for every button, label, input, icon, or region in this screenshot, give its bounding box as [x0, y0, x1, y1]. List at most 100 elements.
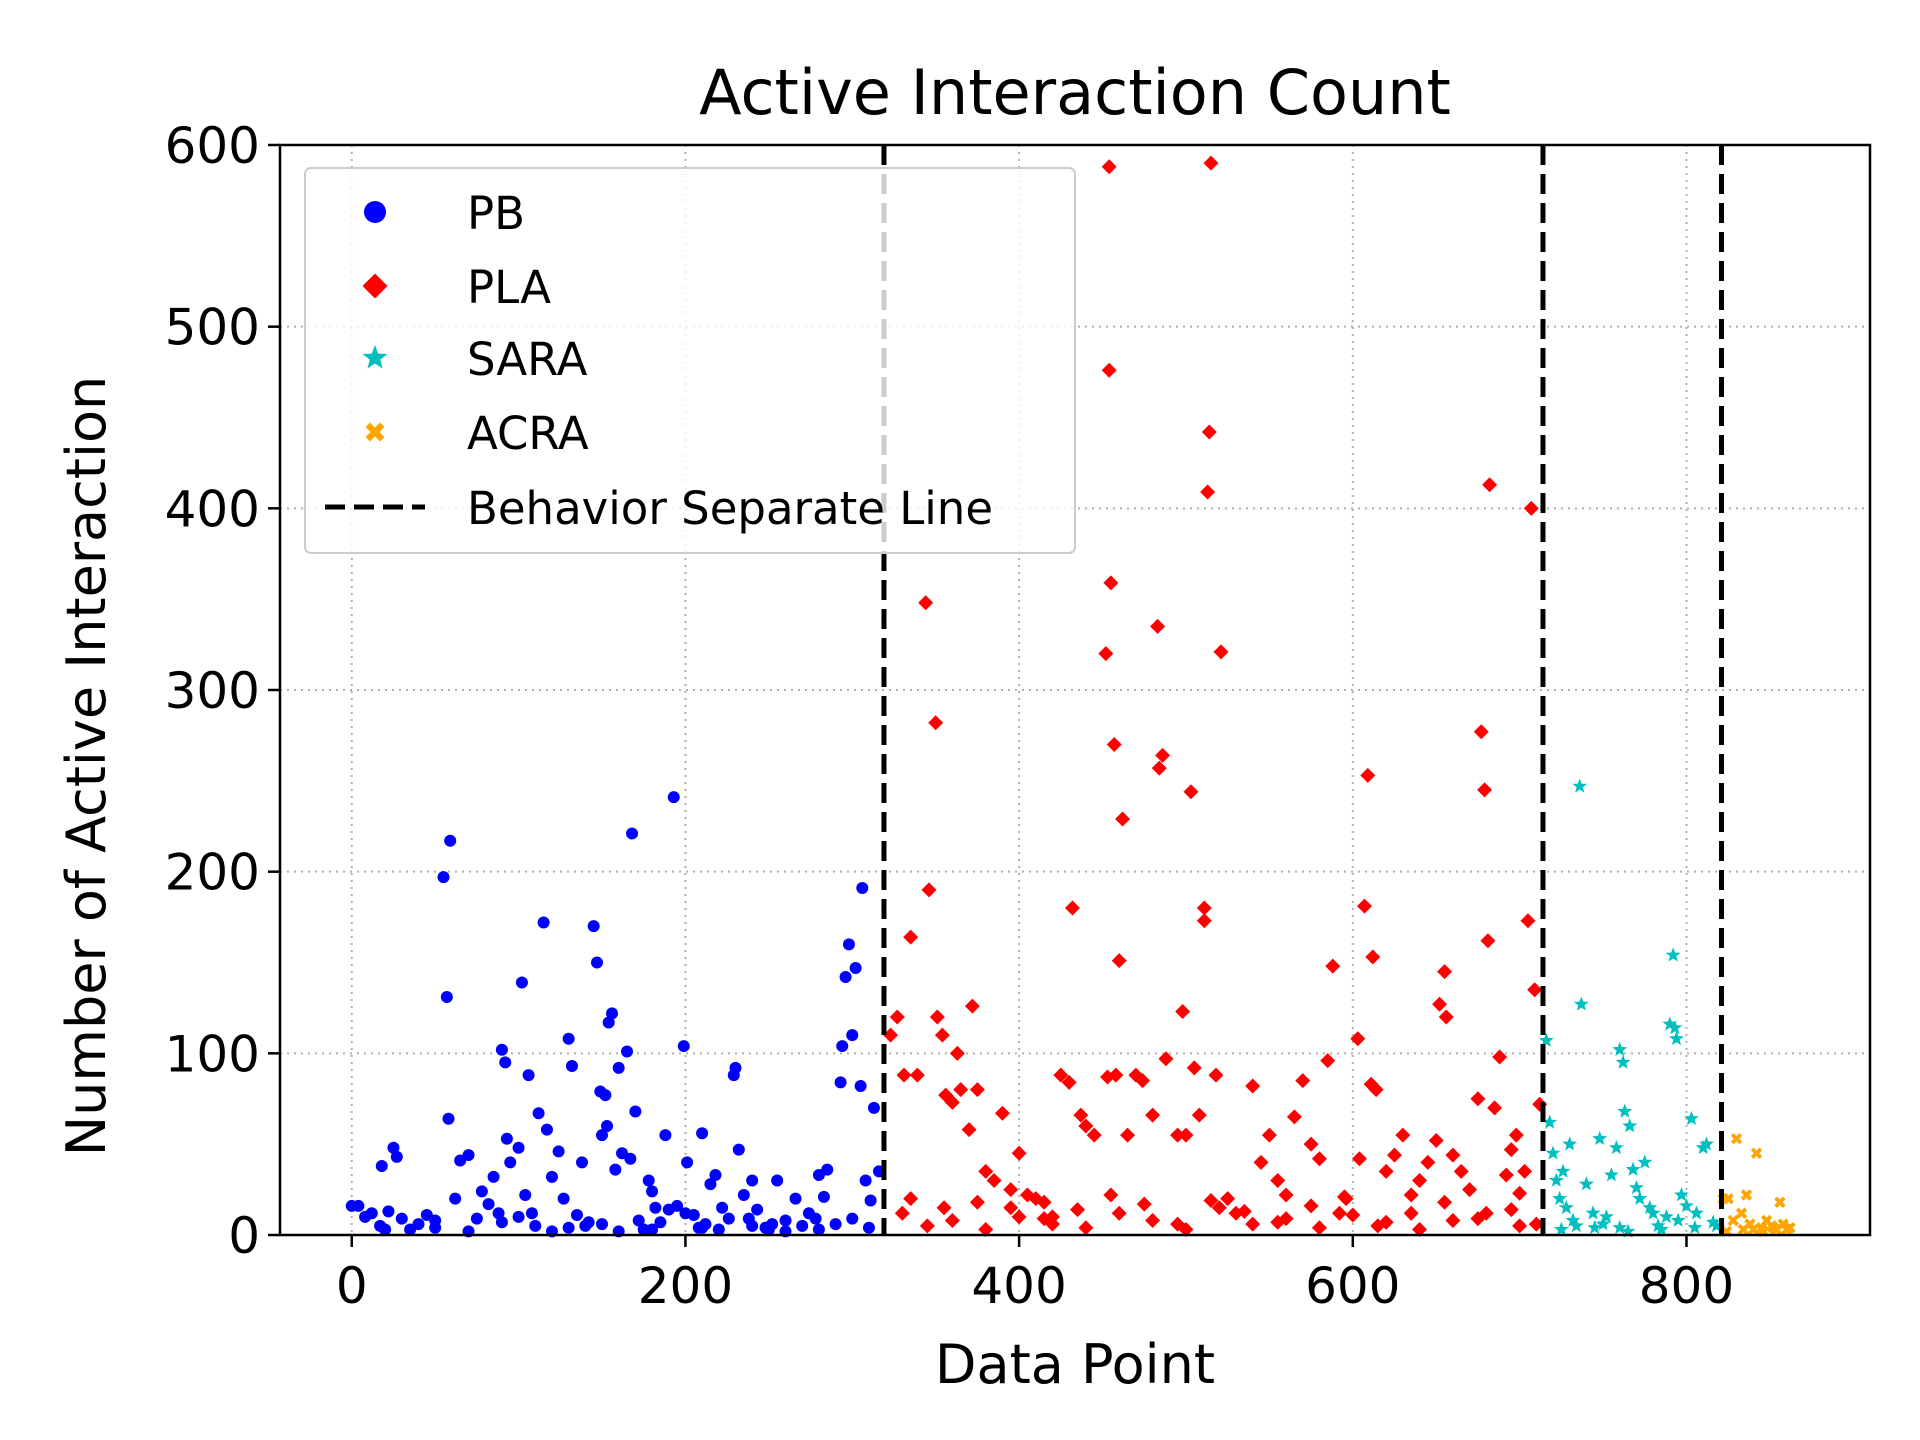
point-pb — [590, 956, 603, 969]
point-sara — [1599, 1209, 1614, 1224]
point-pla — [1203, 1192, 1219, 1208]
point-pb — [519, 1189, 532, 1202]
point-pb — [732, 1143, 745, 1156]
point-pla — [1428, 1133, 1444, 1149]
point-pla — [1201, 424, 1217, 440]
point-pla — [1325, 958, 1341, 974]
point-pla — [1191, 1107, 1207, 1123]
point-sara — [1558, 1200, 1574, 1215]
point-pb — [817, 1190, 830, 1203]
point-sara — [1687, 1219, 1703, 1234]
point-pla — [1487, 1100, 1503, 1116]
point-pla — [1351, 1151, 1367, 1167]
point-pb — [609, 1163, 622, 1176]
point-pla — [1086, 1127, 1102, 1143]
point-sara — [1625, 1161, 1641, 1176]
point-pla — [1437, 1194, 1453, 1210]
point-pla — [1145, 1212, 1161, 1228]
point-pla — [986, 1173, 1002, 1188]
point-sara — [1587, 1219, 1603, 1234]
point-acra — [1767, 1222, 1779, 1234]
point-pb — [637, 1223, 650, 1236]
point-sara — [1645, 1205, 1661, 1220]
point-pla — [929, 1009, 945, 1025]
point-pla — [1136, 1196, 1152, 1212]
point-pla — [1145, 1107, 1161, 1123]
point-pla — [1482, 477, 1498, 493]
point-pb — [492, 1207, 505, 1220]
point-pla — [1512, 1218, 1528, 1234]
point-pla — [1336, 1189, 1352, 1205]
point-sara — [1629, 1180, 1644, 1195]
y-tick-label: 500 — [165, 299, 260, 357]
point-pb — [696, 1221, 709, 1234]
series-pb — [345, 791, 885, 1238]
point-acra — [1722, 1193, 1734, 1205]
point-pb — [834, 1076, 847, 1089]
point-pla — [919, 1218, 935, 1234]
point-sara — [1553, 1221, 1569, 1236]
point-pla — [1111, 953, 1127, 969]
point-pb — [654, 1216, 667, 1229]
point-pb — [854, 1080, 867, 1093]
point-pla — [961, 1122, 977, 1138]
point-sara — [1662, 1016, 1678, 1031]
point-pb — [449, 1192, 462, 1205]
point-pb — [629, 1105, 642, 1118]
point-pb — [751, 1203, 764, 1216]
point-pla — [1473, 724, 1489, 740]
point-pla — [978, 1222, 994, 1238]
point-pla — [1412, 1222, 1428, 1238]
point-pb — [809, 1212, 822, 1225]
chart-title: Active Interaction Count — [699, 56, 1451, 129]
legend-marker-pb — [364, 201, 386, 223]
point-pb — [596, 1218, 609, 1231]
point-pla — [1403, 1205, 1419, 1221]
point-sara — [1545, 1145, 1561, 1160]
point-pla — [1437, 964, 1453, 980]
y-tick-label: 600 — [165, 117, 260, 175]
legend-label-acra: ACRA — [467, 407, 589, 460]
point-pb — [712, 1223, 725, 1236]
point-pb — [849, 961, 862, 974]
point-pla — [1208, 1067, 1224, 1083]
point-pb — [596, 1129, 609, 1142]
point-pb — [812, 1223, 825, 1236]
point-sara — [1548, 1172, 1564, 1187]
point-pla — [1103, 1187, 1119, 1203]
point-pb — [365, 1207, 378, 1220]
point-pla — [1186, 1060, 1202, 1076]
point-pb — [562, 1032, 575, 1045]
point-pb — [737, 1189, 750, 1202]
point-pb — [532, 1107, 545, 1120]
point-sara — [1654, 1221, 1669, 1236]
point-pla — [1053, 1067, 1069, 1083]
legend-label-pla: PLA — [467, 261, 551, 314]
point-pla — [1445, 1147, 1461, 1163]
point-acra — [1735, 1207, 1748, 1219]
point-pla — [1378, 1163, 1394, 1179]
legend-box — [304, 167, 1076, 554]
legend-marker-pla — [362, 273, 388, 299]
point-sara — [1538, 1032, 1554, 1047]
point-pb — [412, 1218, 425, 1231]
point-pla — [1170, 1216, 1186, 1232]
point-pb — [646, 1185, 659, 1198]
point-pb — [575, 1156, 588, 1169]
point-pb — [704, 1178, 717, 1191]
point-pla — [1432, 996, 1448, 1012]
point-pb — [621, 1045, 634, 1058]
point-sara — [1609, 1140, 1624, 1155]
point-pla — [1098, 646, 1114, 662]
point-pla — [1350, 1031, 1366, 1047]
point-pla — [1245, 1078, 1261, 1094]
point-acra — [1784, 1222, 1796, 1234]
series-sara — [1538, 778, 1724, 1238]
point-sara — [1617, 1103, 1633, 1118]
point-pla — [1175, 1004, 1191, 1020]
point-pla — [1395, 1127, 1411, 1143]
point-pb — [696, 1127, 709, 1140]
point-pb — [679, 1207, 692, 1220]
point-pla — [1445, 1212, 1461, 1228]
point-acra — [1727, 1214, 1739, 1227]
